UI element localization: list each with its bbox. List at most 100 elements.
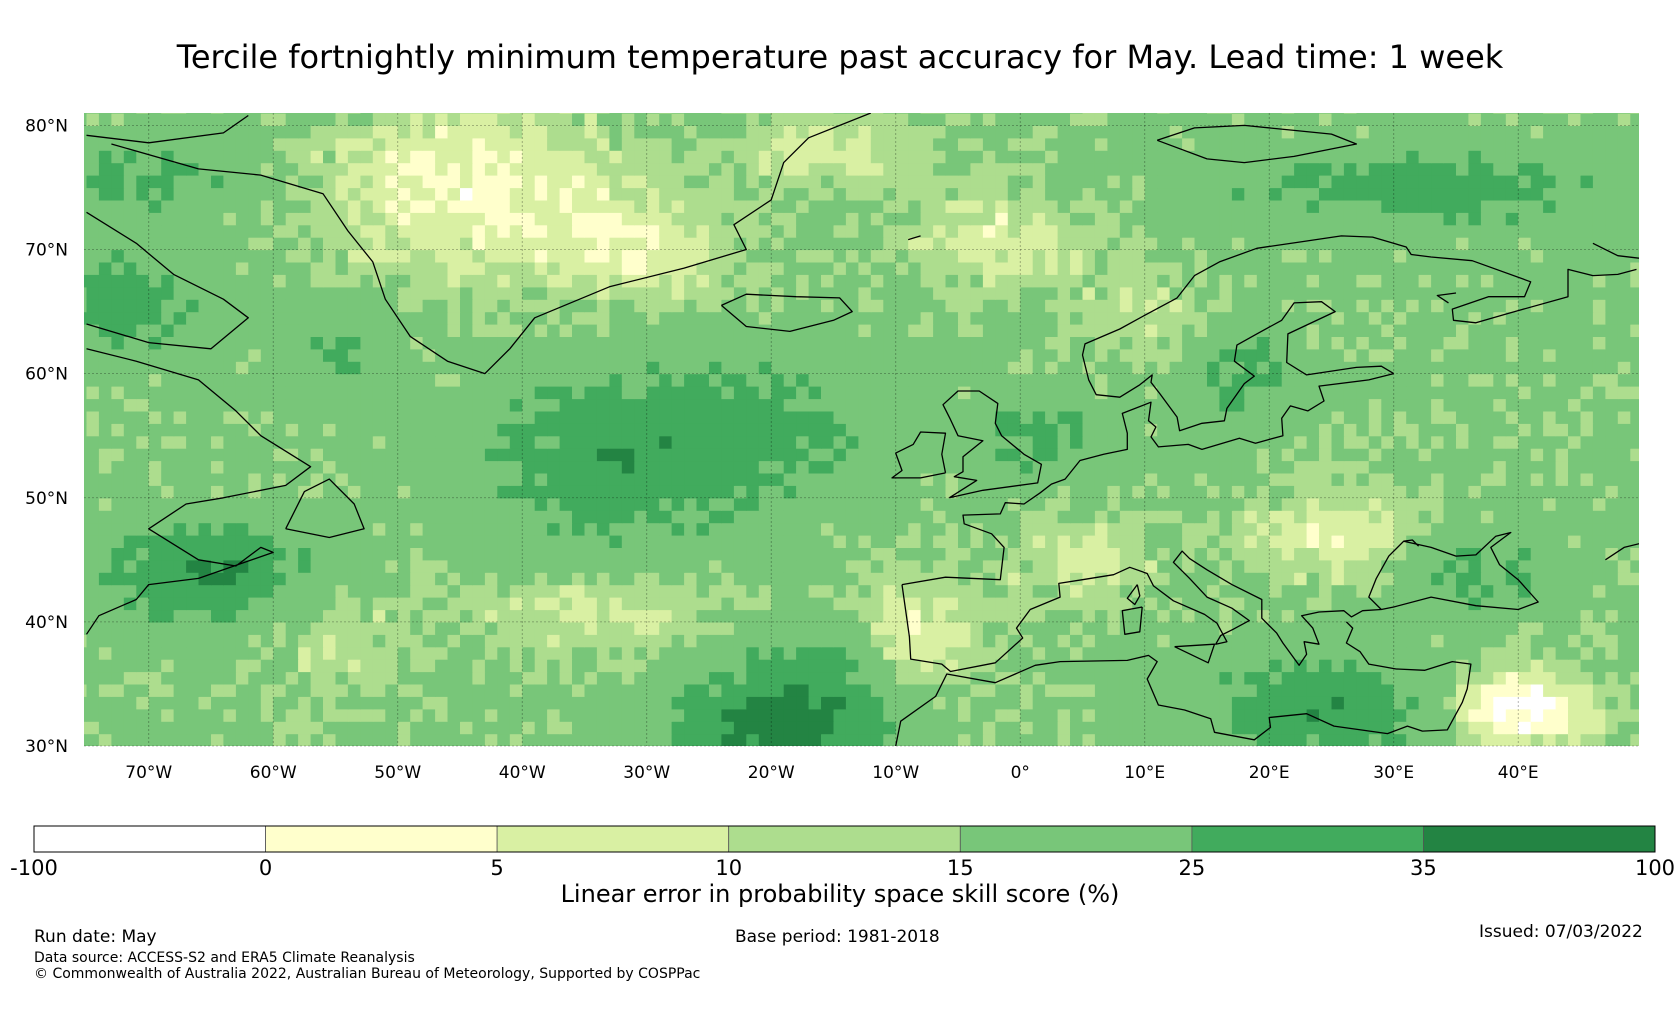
field-cell [472, 448, 486, 462]
field-cell [709, 286, 722, 300]
field-cell [447, 448, 461, 462]
field-cell [1207, 733, 1220, 746]
field-cell [1032, 261, 1046, 275]
field-cell [1119, 336, 1133, 350]
field-cell [696, 510, 710, 524]
field-cell [870, 547, 884, 561]
field-cell [1356, 609, 1370, 623]
field-cell [559, 274, 573, 288]
field-cell [659, 621, 673, 635]
field-cell [1070, 410, 1083, 424]
field-cell [646, 522, 660, 536]
field-cell [696, 435, 710, 449]
field-cell [1157, 609, 1171, 623]
field-cell [310, 733, 324, 746]
field-cell [372, 721, 386, 735]
field-cell [733, 348, 747, 362]
field-cell [472, 609, 486, 623]
field-cell [1555, 274, 1569, 288]
field-cell [783, 336, 797, 350]
field-cell [596, 535, 610, 548]
field-cell [821, 696, 834, 710]
field-cell [298, 659, 312, 673]
field-cell [758, 460, 772, 474]
field-cell [1132, 535, 1146, 548]
field-cell [1231, 659, 1245, 673]
field-cell [460, 485, 473, 499]
field-cell [1194, 299, 1208, 313]
field-cell [858, 460, 872, 474]
field-cell [1007, 733, 1021, 746]
field-cell [1505, 497, 1519, 511]
field-cell [808, 559, 822, 573]
field-cell [522, 299, 536, 313]
field-cell [1182, 547, 1196, 561]
field-cell [1057, 696, 1071, 710]
field-cell [684, 485, 698, 499]
field-cell [1169, 460, 1183, 474]
field-cell [98, 559, 112, 573]
field-cell [1144, 522, 1158, 536]
field-cell [646, 671, 660, 685]
field-cell [982, 659, 996, 673]
field-cell [298, 410, 312, 424]
field-cell [235, 510, 249, 524]
field-cell [235, 299, 249, 313]
field-cell [1381, 398, 1395, 412]
field-cell [758, 386, 772, 400]
field-cell [1032, 423, 1046, 437]
field-cell [646, 597, 660, 611]
field-cell [572, 559, 585, 573]
field-cell [360, 460, 374, 474]
field-cell [522, 535, 536, 548]
field-cell [771, 683, 785, 697]
field-cell [621, 683, 635, 697]
field-cell [285, 386, 299, 400]
field-cell [796, 261, 810, 275]
field-cell [1368, 410, 1382, 424]
field-cell [422, 547, 436, 561]
field-cell [509, 410, 523, 424]
field-cell [733, 559, 747, 573]
field-cell [86, 448, 100, 462]
field-cell [1568, 510, 1581, 524]
field-cell [1505, 448, 1519, 462]
field-cell [472, 683, 486, 697]
field-cell [733, 696, 747, 710]
field-cell [1070, 584, 1083, 598]
field-cell [1480, 472, 1494, 486]
field-cell [136, 572, 150, 586]
field-cell [970, 683, 984, 697]
field-cell [186, 460, 200, 474]
field-cell [596, 671, 610, 685]
field-cell [198, 584, 212, 598]
field-cell [111, 597, 125, 611]
field-cell [796, 522, 810, 536]
field-cell [223, 634, 237, 648]
field-cell [1319, 373, 1332, 387]
field-cell [1194, 683, 1208, 697]
field-cell [1157, 274, 1171, 288]
field-cell [559, 510, 573, 524]
field-cell [833, 597, 847, 611]
field-cell [198, 311, 212, 325]
field-cell [186, 609, 200, 623]
field-cell [186, 274, 200, 288]
field-cell [1356, 683, 1370, 697]
field-cell [1431, 497, 1445, 511]
field-cell [522, 522, 536, 536]
field-cell [1194, 336, 1208, 350]
field-cell [472, 547, 486, 561]
field-cell [1356, 386, 1370, 400]
field-cell [659, 373, 673, 387]
field-cell [1456, 721, 1469, 735]
field-cell [385, 547, 399, 561]
field-cell [1443, 572, 1457, 586]
field-cell [435, 386, 449, 400]
field-cell [335, 472, 349, 486]
field-cell [285, 435, 299, 449]
field-cell [1182, 274, 1196, 288]
field-cell [572, 249, 585, 263]
field-cell [472, 460, 486, 474]
field-cell [1643, 485, 1656, 498]
